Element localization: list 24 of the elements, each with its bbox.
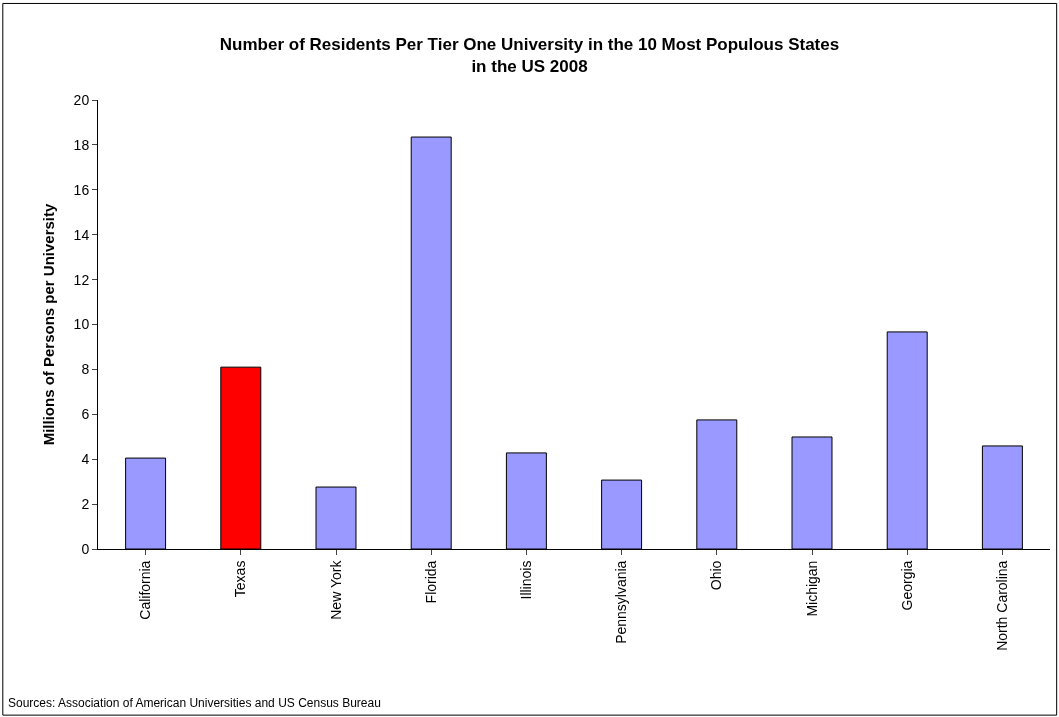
x-tick-label: Pennsylvania xyxy=(613,560,630,644)
source-note: Sources: Association of American Universities and US Census Bureau xyxy=(8,696,381,710)
chart-title: Number of Residents Per Tier One University in the 10 Most Populous States in the US 2008 xyxy=(219,35,840,77)
x-tick-label: Georgia xyxy=(898,560,915,611)
y-tick-label: 10 xyxy=(73,316,90,333)
x-tick-label: Texas xyxy=(232,560,249,598)
y-tick-label: 14 xyxy=(73,226,90,243)
y-tick-label: 8 xyxy=(81,361,90,378)
y-tick-label: 18 xyxy=(73,136,90,153)
y-tick-label: 2 xyxy=(81,496,90,512)
x-tick-label: Ohio xyxy=(708,560,725,591)
y-tick-label: 20 xyxy=(73,91,90,108)
y-tick-label: 12 xyxy=(73,271,90,288)
x-tick-label: Florida xyxy=(422,560,439,604)
y-axis-title: Millions of Persons per University xyxy=(39,202,57,446)
x-tick-label: Illinois xyxy=(517,560,534,600)
y-tick-label: 6 xyxy=(81,406,90,423)
x-tick-label: New York xyxy=(327,559,344,620)
y-tick-label: 4 xyxy=(81,451,90,468)
y-tick-label: 16 xyxy=(73,181,90,198)
x-tick-label: California xyxy=(137,560,154,620)
y-tick-label: 0 xyxy=(81,540,90,557)
x-tick-label: Michigan xyxy=(803,560,820,617)
x-tick-label: North Carolina xyxy=(993,560,1010,651)
